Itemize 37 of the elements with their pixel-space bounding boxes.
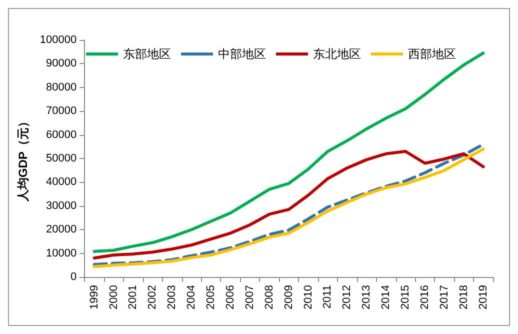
x-tick-label: 2000 [108, 285, 120, 310]
y-tick-label: 100000 [40, 34, 77, 46]
x-tick-label: 2006 [224, 285, 236, 310]
x-tick-label: 2019 [477, 285, 490, 310]
x-tick-label: 2013 [360, 285, 373, 310]
y-tick-label: 30000 [46, 200, 77, 212]
x-tick-label: 1999 [88, 285, 100, 310]
x-tick-label: 2007 [244, 285, 256, 310]
x-tick-label: 2014 [380, 285, 392, 310]
legend-label: 东北地区 [313, 47, 361, 61]
x-tick-label: 2010 [302, 285, 314, 310]
x-tick-label: 2016 [418, 285, 431, 310]
y-tick-label: 80000 [46, 81, 77, 94]
y-tick-label: 70000 [46, 105, 77, 118]
x-tick-label: 2017 [438, 285, 450, 310]
y-tick-label: 60000 [46, 128, 77, 141]
y-tick-label: 50000 [46, 152, 77, 164]
y-tick-label: 10000 [46, 247, 77, 260]
y-tick-label: 40000 [46, 176, 77, 188]
y-tick-label: 20000 [46, 224, 77, 236]
x-tick-label: 2003 [166, 285, 178, 310]
x-tick-label: 2009 [282, 285, 295, 310]
y-axis-title: 人均GDP（元） [16, 115, 30, 203]
y-tick-label: 90000 [46, 58, 77, 70]
x-tick-label: 2005 [205, 285, 218, 310]
y-tick-label: 0 [70, 271, 77, 283]
legend-label: 中部地区 [218, 47, 266, 61]
legend-label: 西部地区 [408, 47, 456, 61]
x-tick-label: 2011 [322, 285, 334, 309]
legend-label: 东部地区 [123, 47, 171, 61]
x-tick-label: 2015 [399, 285, 412, 310]
x-tick-label: 2018 [458, 285, 470, 310]
x-tick-label: 2004 [186, 285, 198, 310]
x-tick-label: 2008 [263, 285, 276, 310]
x-tick-label: 2012 [341, 285, 354, 310]
x-tick-label: 2001 [127, 285, 140, 310]
x-tick-label: 2002 [146, 285, 159, 310]
